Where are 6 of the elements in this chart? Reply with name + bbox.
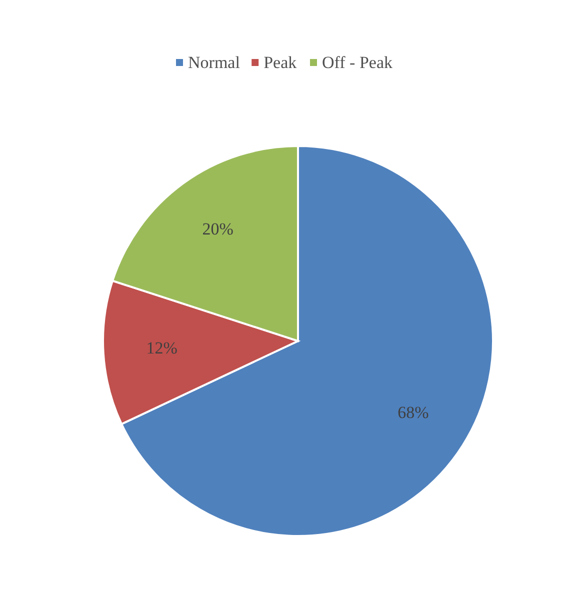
- legend-label: Off - Peak: [322, 52, 393, 72]
- data-label: 68%: [398, 403, 429, 422]
- legend-label: Peak: [264, 52, 298, 72]
- data-label: 20%: [202, 219, 234, 238]
- legend-label: Normal: [188, 52, 240, 72]
- data-label: 12%: [146, 338, 178, 358]
